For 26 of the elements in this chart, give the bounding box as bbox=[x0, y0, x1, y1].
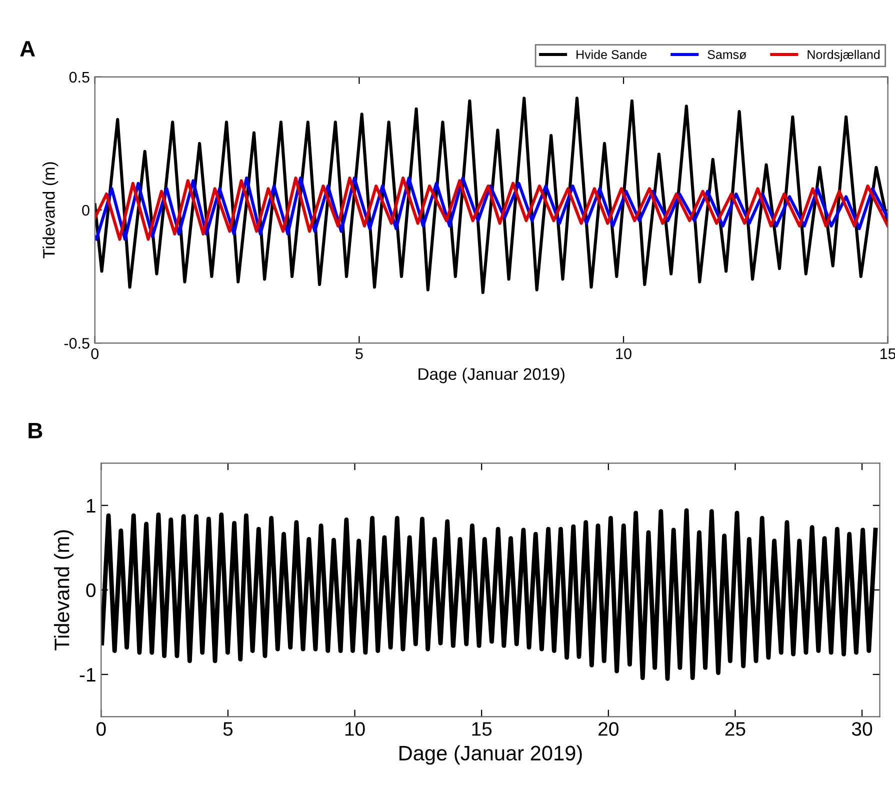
x-tick-label: 10 bbox=[345, 722, 365, 736]
x-axis-title: Dage (Januar 2019) bbox=[418, 368, 564, 384]
line-series bbox=[101, 508, 878, 681]
x-tick-label: 0 bbox=[96, 722, 106, 736]
x-tick-label: 5 bbox=[356, 348, 363, 360]
chart-title: A bbox=[20, 41, 35, 56]
y-tick-label: 0 bbox=[82, 204, 90, 216]
legend-label: Hvide Sande bbox=[576, 50, 647, 60]
legend-label: Samsø bbox=[708, 50, 746, 60]
x-tick-label: 15 bbox=[472, 722, 492, 736]
x-tick-label: 5 bbox=[223, 722, 233, 736]
x-axis-title: Dage (Januar 2019) bbox=[400, 745, 582, 765]
x-tick-label: 25 bbox=[725, 722, 746, 736]
y-axis-title: Tidevand (m) bbox=[42, 162, 58, 258]
y-tick-label: -1 bbox=[80, 668, 96, 682]
y-tick-label: 0 bbox=[86, 583, 96, 598]
y-axis-title: Tidevand (m) bbox=[54, 530, 74, 650]
x-tick-label: 20 bbox=[598, 722, 618, 736]
y-tick-label: -0.5 bbox=[64, 338, 90, 349]
line-series bbox=[94, 96, 888, 294]
legend-label: Nordsjælland bbox=[808, 50, 880, 62]
y-tick-label: 0.5 bbox=[69, 72, 90, 83]
y-tick-label: 1 bbox=[86, 499, 96, 512]
chart-title: B bbox=[28, 422, 42, 438]
x-tick-label: 30 bbox=[852, 722, 872, 736]
x-tick-label: 10 bbox=[616, 348, 632, 360]
